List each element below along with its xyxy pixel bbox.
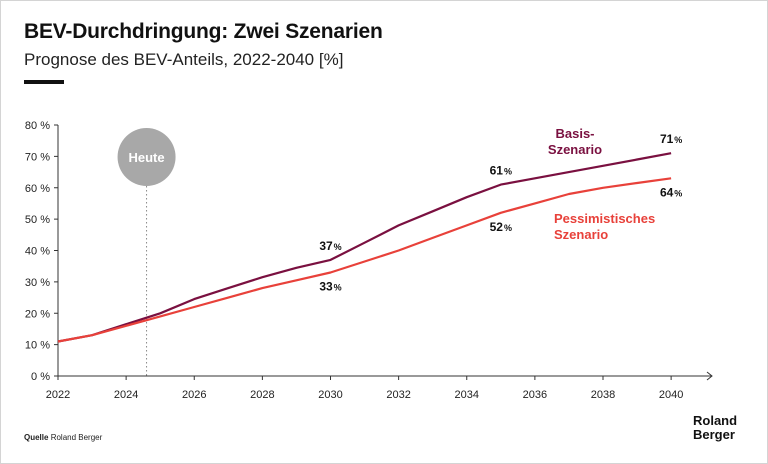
series-lines [57, 152, 672, 343]
x-axis: 2022 2024 2026 2028 2030 2032 2034 2036 2038 2040 [46, 371, 713, 401]
x-tick-label: 2024 [114, 389, 138, 401]
y-tick-label: 30 % [25, 277, 50, 289]
today-label: Heute [129, 150, 165, 165]
data-label-33: 33% [319, 279, 341, 293]
basis-scenario-label: Basis-Szenario [548, 126, 602, 157]
y-tick-label: 50 % [25, 214, 50, 226]
x-tick-label: 2030 [318, 389, 342, 401]
roland-berger-logo: Roland Berger [693, 414, 737, 442]
data-labels: 37% 61% 71% 33% 52% 64% [319, 132, 682, 293]
series-labels: Basis-Szenario Pessimistisches Szenario [548, 126, 655, 242]
logo-line-1: Roland [693, 413, 738, 428]
x-tick-label: 2026 [182, 389, 206, 401]
x-tick-label: 2022 [46, 389, 70, 401]
y-tick-label: 70 % [25, 151, 50, 163]
data-label-52: 52% [490, 220, 512, 234]
chart-subtitle: Prognose des BEV-Anteils, 2022-2040 [%] [24, 50, 344, 69]
pessimistic-scenario-label: Pessimistisches Szenario [554, 211, 655, 242]
source-note: Quelle Roland Berger [24, 433, 102, 442]
title-accent-bar [24, 80, 64, 84]
data-label-61: 61% [490, 164, 512, 178]
x-tick-label: 2034 [455, 389, 479, 401]
source-label: Quelle [24, 433, 49, 442]
y-tick-label: 60 % [25, 183, 50, 195]
chart-title: BEV-Durchdringung: Zwei Szenarien [24, 20, 383, 43]
y-tick-label: 80 % [25, 120, 50, 132]
x-axis-arrow [706, 371, 713, 381]
x-tick-label: 2040 [659, 389, 683, 401]
pessimistic-scenario-line [57, 177, 672, 343]
x-tick-label: 2036 [523, 389, 547, 401]
basis-scenario-line [57, 152, 672, 343]
y-tick-label: 20 % [25, 308, 50, 320]
today-circle [117, 128, 176, 186]
y-tick-label: 0 % [31, 371, 50, 383]
data-label-64: 64% [660, 185, 682, 199]
data-label-71: 71% [660, 132, 682, 146]
x-tick-label: 2032 [386, 389, 410, 401]
logo-line-2: Berger [693, 427, 735, 442]
today-marker: Heute [117, 128, 176, 376]
data-label-37: 37% [319, 239, 341, 253]
y-tick-label: 10 % [25, 340, 50, 352]
x-tick-label: 2038 [591, 389, 615, 401]
source-value: Roland Berger [50, 433, 103, 442]
x-tick-label: 2028 [250, 389, 274, 401]
y-tick-label: 40 % [25, 246, 50, 258]
y-axis: 0 % 10 % 20 % 30 % 40 % 50 % 60 % 70 % 80 % [25, 120, 59, 383]
